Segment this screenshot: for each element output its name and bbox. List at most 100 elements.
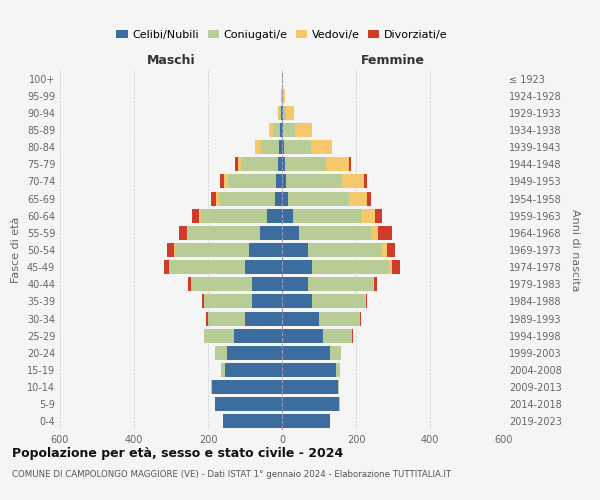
Legend: Celibi/Nubili, Coniugati/e, Vedovi/e, Divorziati/e: Celibi/Nubili, Coniugati/e, Vedovi/e, Di… (112, 25, 452, 44)
Bar (187, 226, 188, 240)
Bar (284, 140, 311, 154)
Bar (278, 158, 282, 172)
Bar (204, 294, 253, 308)
Bar (219, 192, 275, 205)
Bar (286, 174, 342, 188)
Text: Femmine: Femmine (361, 54, 425, 68)
Bar (206, 312, 208, 326)
Bar (388, 243, 395, 257)
Bar (371, 226, 378, 240)
Y-axis label: Anni di nascita: Anni di nascita (570, 209, 580, 291)
Bar (392, 260, 400, 274)
Bar (319, 312, 360, 326)
Bar (227, 346, 282, 360)
Bar (279, 140, 282, 154)
Bar (282, 192, 287, 205)
Bar (283, 88, 285, 102)
Bar (191, 278, 253, 291)
Bar (269, 123, 273, 137)
Bar (260, 140, 279, 154)
Bar (360, 312, 361, 326)
Bar (229, 174, 277, 188)
Bar (188, 226, 260, 240)
Bar (216, 192, 219, 205)
Bar (282, 363, 335, 377)
Bar (202, 294, 204, 308)
Bar (245, 312, 282, 326)
Bar (282, 328, 323, 342)
Bar (174, 243, 175, 257)
Text: Popolazione per età, sesso e stato civile - 2024: Popolazione per età, sesso e stato civil… (12, 448, 343, 460)
Bar (378, 226, 392, 240)
Bar (283, 106, 286, 120)
Bar (167, 243, 174, 257)
Bar (204, 328, 234, 342)
Bar (282, 140, 284, 154)
Bar (282, 312, 319, 326)
Bar (282, 294, 311, 308)
Bar (267, 208, 282, 222)
Bar (308, 278, 373, 291)
Bar (365, 294, 366, 308)
Bar (364, 174, 367, 188)
Bar (382, 243, 388, 257)
Bar (366, 294, 367, 308)
Bar (282, 260, 311, 274)
Bar (275, 192, 282, 205)
Bar (208, 312, 245, 326)
Bar (245, 260, 282, 274)
Y-axis label: Fasce di età: Fasce di età (11, 217, 21, 283)
Bar (282, 414, 330, 428)
Bar (253, 294, 282, 308)
Bar (200, 208, 267, 222)
Bar (224, 174, 229, 188)
Bar (235, 158, 238, 172)
Bar (285, 158, 326, 172)
Bar (374, 208, 382, 222)
Bar (212, 380, 282, 394)
Bar (326, 158, 349, 172)
Bar (308, 243, 382, 257)
Bar (273, 123, 280, 137)
Bar (311, 260, 389, 274)
Bar (164, 260, 169, 274)
Bar (299, 226, 371, 240)
Bar (311, 294, 365, 308)
Bar (342, 174, 364, 188)
Bar (282, 398, 340, 411)
Bar (220, 174, 224, 188)
Bar (215, 398, 282, 411)
Text: Maschi: Maschi (146, 54, 196, 68)
Bar (281, 106, 282, 120)
Bar (287, 192, 349, 205)
Bar (280, 123, 282, 137)
Bar (282, 208, 293, 222)
Bar (374, 278, 377, 291)
Bar (280, 106, 281, 120)
Bar (169, 260, 245, 274)
Bar (337, 380, 338, 394)
Bar (367, 192, 371, 205)
Bar (349, 192, 367, 205)
Bar (224, 363, 282, 377)
Bar (286, 106, 294, 120)
Bar (278, 106, 280, 120)
Bar (211, 380, 212, 394)
Bar (188, 278, 191, 291)
Bar (282, 106, 283, 120)
Bar (293, 208, 362, 222)
Bar (241, 158, 278, 172)
Bar (311, 140, 332, 154)
Bar (282, 346, 330, 360)
Bar (282, 174, 286, 188)
Bar (282, 380, 337, 394)
Bar (323, 328, 352, 342)
Bar (282, 123, 283, 137)
Bar (260, 226, 282, 240)
Bar (203, 328, 204, 342)
Bar (199, 208, 200, 222)
Bar (223, 414, 282, 428)
Text: COMUNE DI CAMPOLONGO MAGGIORE (VE) - Dati ISTAT 1° gennaio 2024 - Elaborazione T: COMUNE DI CAMPOLONGO MAGGIORE (VE) - Dat… (12, 470, 451, 479)
Bar (282, 243, 308, 257)
Bar (335, 363, 340, 377)
